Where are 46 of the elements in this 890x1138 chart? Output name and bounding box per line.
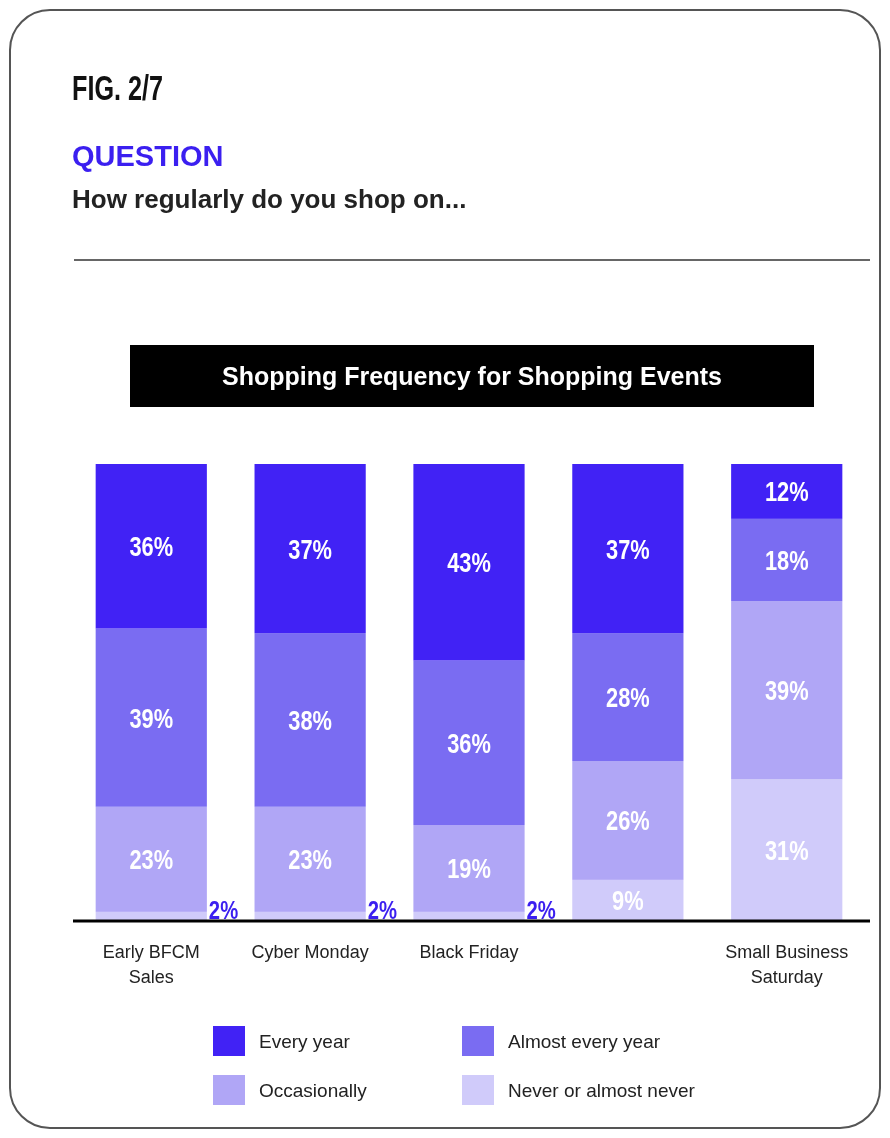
data-label: 26% xyxy=(606,804,650,837)
data-label: 39% xyxy=(764,674,809,706)
data-label: 39% xyxy=(129,701,174,734)
caption: FIG. 2/7 xyxy=(72,67,164,109)
text: QUESTION xyxy=(72,140,224,172)
data-label: 12% xyxy=(764,475,809,507)
bar xyxy=(254,464,366,634)
bar xyxy=(95,464,207,629)
legend-label: Occasionally xyxy=(259,1080,368,1101)
legend-label: Every year xyxy=(259,1031,351,1052)
legend-label: Never or almost never xyxy=(508,1080,696,1101)
bar xyxy=(731,464,843,519)
data-label: 36% xyxy=(129,530,174,562)
bar xyxy=(413,825,525,912)
data-label: 2% xyxy=(208,895,239,925)
data-label: 38% xyxy=(288,704,332,736)
data-label: 36% xyxy=(447,727,491,759)
data-label: 2% xyxy=(526,895,557,925)
bar xyxy=(413,464,525,661)
data-label: 43% xyxy=(447,546,491,578)
data-label: 2% xyxy=(367,895,398,925)
data-label: 28% xyxy=(606,681,650,713)
x-tick-label: Cyber Monday xyxy=(251,942,369,962)
bar xyxy=(413,660,525,826)
legend-label: Almost every year xyxy=(508,1031,661,1052)
bar xyxy=(572,761,684,880)
bar xyxy=(731,601,843,780)
bar xyxy=(731,518,843,602)
text: How regularly do you shop on... xyxy=(72,184,467,214)
bar xyxy=(731,779,843,921)
chart-title: Shopping Frequency for Shopping Events xyxy=(221,362,723,390)
data-label: 37% xyxy=(606,532,650,565)
bar xyxy=(254,806,366,912)
x-tick-label: Black Friday xyxy=(419,942,519,962)
bar xyxy=(95,628,207,807)
bar xyxy=(572,633,684,762)
data-label: 19% xyxy=(447,852,491,885)
data-label: 23% xyxy=(129,843,174,875)
bar xyxy=(95,806,207,912)
x-tick-label: Small Business Saturday xyxy=(725,942,849,987)
data-label: 37% xyxy=(288,532,332,565)
bar xyxy=(254,633,366,807)
bar xyxy=(572,464,684,634)
x-tick-label: Early BFCM Sales xyxy=(102,942,200,987)
data-label: 18% xyxy=(764,544,809,576)
data-label: 23% xyxy=(288,843,332,875)
